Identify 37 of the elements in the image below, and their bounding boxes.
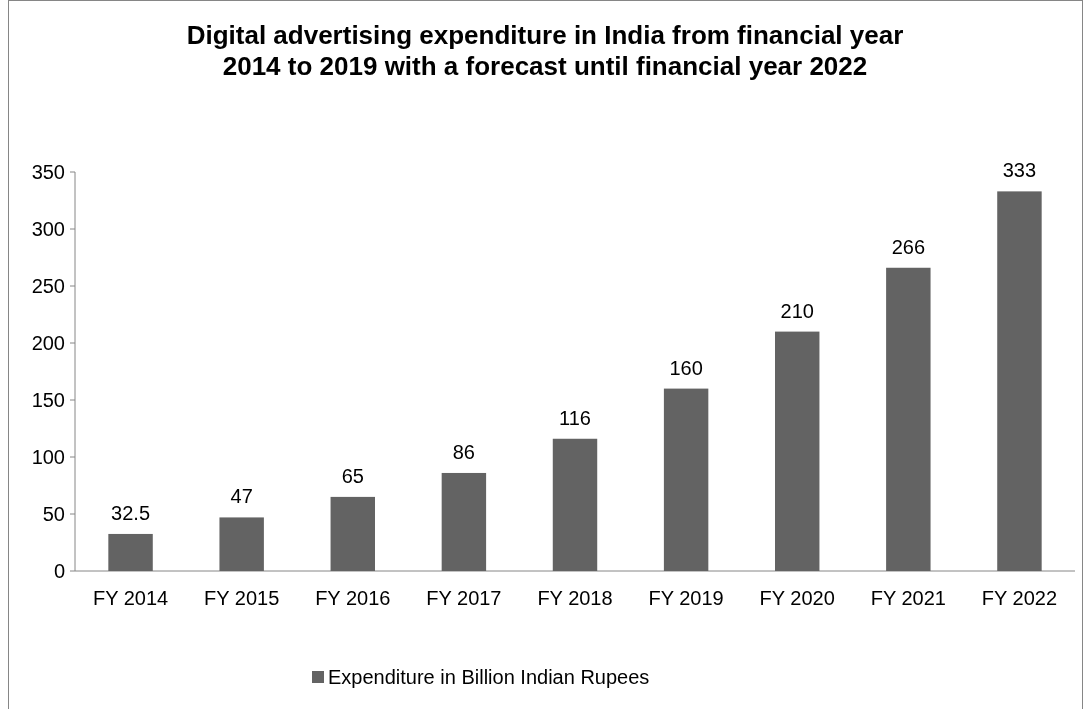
x-tick-label: FY 2015	[204, 587, 280, 609]
bar	[330, 496, 375, 571]
data-label: 65	[341, 464, 364, 487]
data-label: 47	[230, 485, 253, 508]
data-label: 333	[1002, 159, 1037, 182]
bar	[441, 472, 487, 571]
bar	[552, 438, 598, 571]
bar	[108, 533, 153, 571]
y-tick-label: 0	[53, 560, 65, 582]
bar	[775, 331, 820, 571]
x-tick-label: FY 2021	[870, 587, 946, 609]
x-tick-label: FY 2022	[981, 587, 1058, 609]
x-tick-label: FY 2017	[426, 587, 502, 609]
legend-label: Expenditure in Billion Indian Rupees	[328, 666, 650, 688]
data-label: 32.5	[111, 501, 151, 524]
x-tick-label: FY 2019	[648, 587, 724, 609]
data-label: 266	[891, 235, 926, 258]
y-tick-label: 200	[31, 332, 65, 354]
data-label: 210	[780, 299, 814, 322]
data-label: 160	[669, 356, 703, 379]
chart-title: Digital advertising expenditure in India from financial year 2014 to 2019 with a forecast until financial year 2022	[186, 20, 904, 81]
data-label: 116	[559, 406, 591, 429]
data-label: 86	[452, 440, 476, 463]
x-tick-label: FY 2018	[537, 587, 613, 609]
y-tick-label: 50	[42, 503, 65, 525]
y-tick-label: 350	[31, 161, 65, 183]
y-tick-label: 150	[31, 389, 65, 411]
bar	[663, 388, 709, 571]
y-tick-label: 300	[31, 218, 65, 240]
x-tick-label: FY 2020	[759, 587, 835, 609]
y-tick-label: 250	[31, 275, 65, 297]
bar	[219, 517, 264, 571]
x-tick-label: FY 2016	[315, 587, 391, 609]
y-tick-label: 100	[31, 446, 65, 468]
x-tick-label: FY 2014	[92, 587, 169, 609]
bar	[997, 191, 1042, 571]
bar	[886, 267, 931, 571]
